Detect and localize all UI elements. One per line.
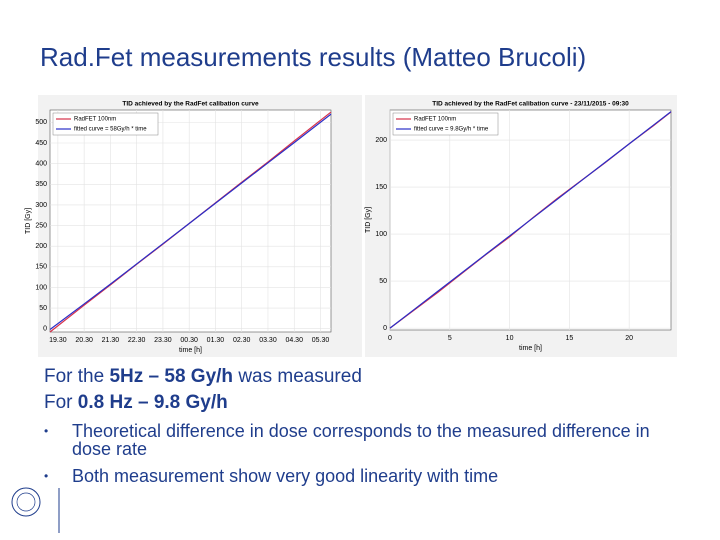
text: For <box>44 392 78 413</box>
data-line <box>389 111 672 329</box>
x-tick-label: 22.30 <box>128 337 146 344</box>
text: For the <box>44 366 110 387</box>
x-tick-label: 03.30 <box>259 337 277 344</box>
x-axis-label: time [h] <box>519 345 542 352</box>
legend-box <box>392 112 499 136</box>
chart-title: TID achieved by the RadFet calibation cu… <box>122 101 259 108</box>
charts: TID achieved by the RadFet calibation cu… <box>25 95 677 357</box>
text-bold: 0.8 Hz – 9.8 Gy/h <box>77 392 228 413</box>
y-tick-label: 350 <box>35 181 47 188</box>
y-tick-label: 500 <box>35 119 47 126</box>
x-tick-label: 19.30 <box>49 337 67 344</box>
x-tick-label: 20.30 <box>75 337 93 344</box>
x-tick-label: 0 <box>388 335 392 342</box>
text-line: For 0.8 Hz – 9.8 Gy/h <box>44 392 228 414</box>
data-line <box>49 113 332 331</box>
chart-title: TID achieved by the RadFet calibation cu… <box>432 101 629 108</box>
x-axis-label: time [h] <box>179 347 202 354</box>
y-tick-label: 0 <box>383 325 387 332</box>
legend-label: RadFET 100nm <box>414 117 456 123</box>
y-tick-label: 300 <box>35 202 47 209</box>
x-tick-label: 04.30 <box>285 337 303 344</box>
y-tick-label: 150 <box>375 184 387 191</box>
y-tick-label: 450 <box>35 140 47 147</box>
x-tick-label: 05.30 <box>312 337 330 344</box>
bullet-text: Both measurement show very good linearit… <box>72 466 499 486</box>
y-tick-label: 400 <box>35 160 47 167</box>
legend-box <box>52 112 159 136</box>
slide-title: Rad.Fet measurements results (Matteo Bru… <box>40 42 587 72</box>
y-axis-label: TID [Gy] <box>365 207 372 233</box>
x-tick-label: 5 <box>448 335 452 342</box>
y-tick-label: 200 <box>375 137 387 144</box>
logo <box>11 487 60 533</box>
legend-label: RadFET 100nm <box>74 117 116 123</box>
logo-circle <box>11 487 41 517</box>
text-line: For the 5Hz – 58 Gy/h was measured <box>44 366 362 388</box>
legend-label: fitted curve = 58Gy/h * time <box>74 127 147 133</box>
x-tick-label: 15 <box>565 335 573 342</box>
y-tick-label: 50 <box>39 305 47 312</box>
text: was measured <box>233 366 362 387</box>
y-tick-label: 100 <box>35 284 47 291</box>
y-tick-label: 150 <box>35 264 47 271</box>
x-tick-label: 00.30 <box>180 337 198 344</box>
y-tick-label: 200 <box>35 243 47 250</box>
y-axis-label: TID [Gy] <box>25 208 32 234</box>
y-tick-label: 50 <box>379 278 387 285</box>
y-tick-label: 250 <box>35 222 47 229</box>
y-tick-label: 0 <box>43 326 47 333</box>
x-tick-label: 21.30 <box>102 337 120 344</box>
x-tick-label: 01.30 <box>207 337 225 344</box>
y-tick-label: 100 <box>375 231 387 238</box>
x-tick-label: 02.30 <box>233 337 251 344</box>
x-tick-label: 20 <box>625 335 633 342</box>
x-tick-label: 23.30 <box>154 337 172 344</box>
x-tick-label: 10 <box>506 335 514 342</box>
text-bold: 5Hz – 58 Gy/h <box>109 366 234 387</box>
legend-label: fitted curve = 9.8Gy/h * time <box>414 127 489 133</box>
logo-ring <box>16 492 36 512</box>
bullet-text: Theoretical difference in dose correspon… <box>72 421 650 459</box>
